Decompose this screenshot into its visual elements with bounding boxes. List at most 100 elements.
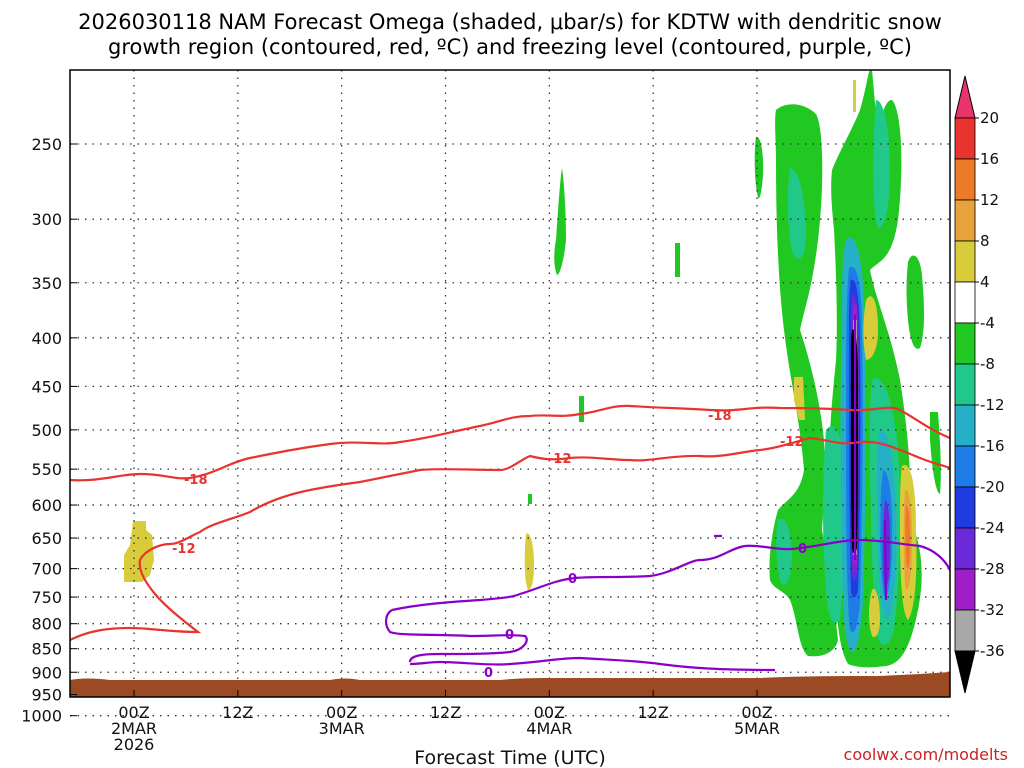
omega-band-teal-mid [823, 426, 845, 623]
x-tick-label: 4MAR [526, 719, 572, 738]
contour-label: 0 [798, 542, 807, 557]
chart-title-line-1: 2026030118 NAM Forecast Omega (shaded, μ… [78, 10, 942, 34]
x-tick-label: 2MAR [111, 719, 157, 738]
omega-envelope-left [769, 104, 838, 657]
omega-band-teal-low-left [776, 519, 792, 585]
colorbar-band [954, 404, 976, 447]
colorbar-band [954, 322, 976, 365]
y-axis-ticks: 250 300 350 400 450 500 550 600 650 700 750 800 850 9… [21, 135, 77, 726]
freezing-contour-upper [391, 538, 950, 612]
colorbar-bottom-arrow [954, 650, 976, 694]
contour-label: -18 [708, 409, 732, 424]
x-tick-label: 12Z [222, 703, 253, 722]
omega-patch-small [675, 243, 680, 277]
freezing-contours [385, 315, 950, 672]
omega-sink-left [124, 521, 154, 582]
colorbar-label: 12 [980, 191, 999, 209]
y-tick-label: 950 [31, 686, 62, 705]
omega-patch-dot [528, 494, 532, 504]
colorbar-band [954, 240, 976, 283]
colorbar-label: -8 [980, 355, 995, 373]
colorbar-band [954, 609, 976, 652]
omega-patch-tiny [579, 396, 584, 422]
x-tick-label: 2026 [114, 735, 155, 754]
y-tick-label: 550 [31, 460, 62, 479]
colorbar-label: -12 [980, 396, 1005, 414]
y-tick-label: 500 [31, 421, 62, 440]
plot-area: -18 -12 -12 -18 -12 0 0 0 0 [69, 69, 951, 717]
x-tick-label: 5MAR [734, 719, 780, 738]
freezing-contour-main [409, 656, 776, 672]
omega-band-teal-right [873, 100, 890, 229]
y-tick-label: 750 [31, 588, 62, 607]
omega-shading [124, 70, 941, 668]
dgz-contours [70, 404, 950, 641]
ground-surface [70, 672, 950, 697]
colorbar-label: -4 [980, 314, 995, 332]
x-axis-title: Forecast Time (UTC) [414, 747, 605, 768]
y-tick-label: 650 [31, 529, 62, 548]
colorbar-band [954, 486, 976, 529]
colorbar-band [954, 568, 976, 611]
y-tick-label: 400 [31, 329, 62, 348]
dgz-contour-minus18 [70, 404, 950, 482]
omega-sink-top [853, 80, 856, 112]
colorbar-label: -36 [980, 642, 1005, 660]
y-tick-label: 850 [31, 640, 62, 659]
y-tick-label: 250 [31, 135, 62, 154]
y-tick-label: 600 [31, 496, 62, 515]
colorbar-label: 4 [980, 273, 990, 291]
contour-label: -12 [780, 435, 804, 450]
omega-envelope-far-right [930, 412, 941, 494]
x-tick-label: 12Z [430, 703, 461, 722]
y-tick-label: 1000 [21, 707, 62, 726]
x-tick-label: 00Z [118, 703, 149, 722]
colorbar-top-arrow [954, 75, 976, 119]
colorbar-band [954, 363, 976, 406]
colorbar-band [954, 117, 976, 160]
colorbar-label: -20 [980, 478, 1005, 496]
colorbar-band [954, 281, 976, 324]
colorbar-label: 16 [980, 150, 999, 168]
colorbar-label: 20 [980, 109, 999, 127]
contour-label: -12 [548, 452, 572, 467]
x-tick-label: 3MAR [319, 719, 365, 738]
credit-text: coolwx.com/modelts [844, 745, 1008, 764]
y-tick-label: 700 [31, 560, 62, 579]
freezing-contour-core-right [883, 519, 888, 601]
contour-label: -12 [172, 542, 196, 557]
y-tick-label: 900 [31, 663, 62, 682]
colorbar: 20 16 12 8 4 -4 -8 -12 -16 -20 -24 -28 -32 -36 [954, 75, 1005, 694]
colorbar-band [954, 445, 976, 488]
chart-title-line-2: growth region (contoured, red, ºC) and f… [108, 35, 912, 59]
plot-frame [69, 69, 951, 698]
omega-sink-mid [524, 533, 534, 590]
omega-sink-core-right [863, 296, 878, 360]
colorbar-label: -24 [980, 519, 1005, 537]
contour-label: -18 [184, 473, 208, 488]
omega-sink-low-right [869, 589, 880, 638]
y-tick-label: 800 [31, 615, 62, 634]
colorbar-label: -28 [980, 560, 1005, 578]
omega-sink-red-right [905, 505, 910, 569]
contour-label: 0 [484, 666, 493, 681]
omega-patch-upper-left [554, 168, 566, 275]
x-tick-label: 00Z [534, 703, 565, 722]
colorbar-band [954, 199, 976, 242]
contour-label: 0 [568, 572, 577, 587]
colorbar-label: -32 [980, 601, 1005, 619]
omega-envelope-right [906, 255, 924, 349]
y-tick-label: 450 [31, 377, 62, 396]
y-tick-label: 350 [31, 274, 62, 293]
y-tick-label: 300 [31, 210, 62, 229]
x-tick-label: 00Z [326, 703, 357, 722]
colorbar-label: 8 [980, 232, 990, 250]
x-tick-label: 12Z [638, 703, 669, 722]
freezing-contour-mid [385, 609, 528, 663]
dgz-contour-minus12 [70, 436, 950, 641]
colorbar-label: -16 [980, 437, 1005, 455]
omega-patch-left [754, 136, 764, 199]
colorbar-band [954, 158, 976, 201]
